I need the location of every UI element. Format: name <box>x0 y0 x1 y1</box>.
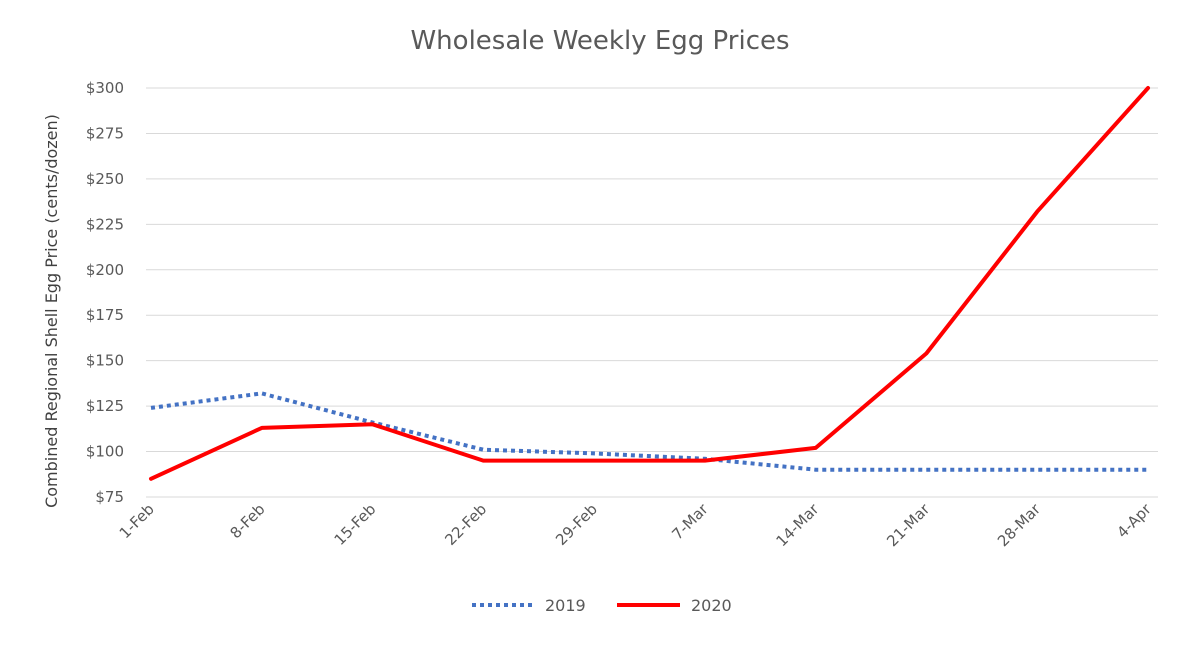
x-tick-label: 8-Feb <box>227 500 269 542</box>
y-tick-label: $175 <box>86 306 124 324</box>
x-tick-label: 21-Mar <box>883 500 934 551</box>
series-line-2019 <box>150 391 1148 472</box>
legend-label-2020: 2020 <box>691 596 732 615</box>
x-tick-label: 1-Feb <box>116 500 158 542</box>
y-tick-label: $225 <box>86 215 124 233</box>
series-line-2020 <box>149 86 1150 481</box>
y-tick-label: $250 <box>86 170 124 188</box>
x-tick-label: 4-Apr <box>1113 500 1155 542</box>
y-tick-label: $150 <box>86 352 124 370</box>
x-tick-label: 22-Feb <box>441 500 490 549</box>
y-axis-label: Combined Regional Shell Egg Price (cents… <box>42 114 61 508</box>
y-tick-label: $125 <box>86 397 124 415</box>
x-tick-label: 29-Feb <box>552 500 601 549</box>
chart-title: Wholesale Weekly Egg Prices <box>410 26 790 56</box>
y-tick-label: $300 <box>86 79 124 97</box>
x-tick-label: 14-Mar <box>772 500 823 551</box>
y-tick-label: $200 <box>86 261 124 279</box>
legend: 2019 2020 <box>472 596 732 615</box>
y-tick-label: $275 <box>86 124 124 142</box>
x-tick-label: 7-Mar <box>668 500 712 544</box>
y-tick-label: $100 <box>86 443 124 461</box>
x-tick-label: 28-Mar <box>994 500 1045 551</box>
y-tick-label: $75 <box>95 488 124 506</box>
x-tick-label: 15-Feb <box>331 500 380 549</box>
legend-label-2019: 2019 <box>545 596 586 615</box>
